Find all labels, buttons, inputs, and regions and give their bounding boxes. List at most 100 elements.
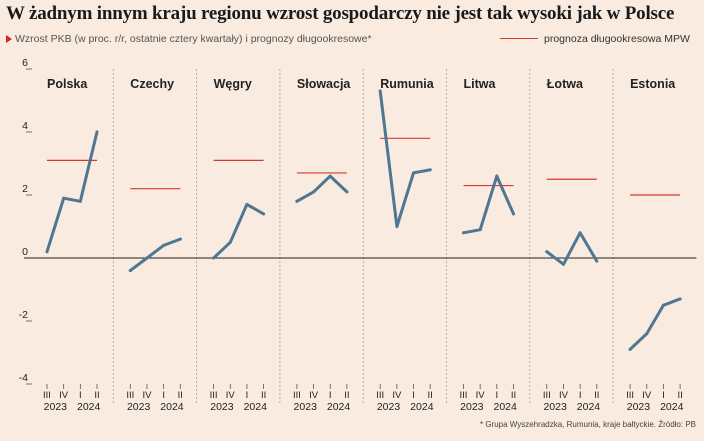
- quarter-label: I: [496, 390, 499, 401]
- panel-title: Czechy: [130, 77, 174, 91]
- quarter-label: III: [210, 390, 218, 401]
- quarter-label: III: [460, 390, 468, 401]
- data-point: [462, 231, 465, 235]
- quarter-label: III: [126, 390, 134, 401]
- series-line: [545, 231, 599, 266]
- year-label: 2023: [294, 401, 318, 413]
- series-line: [628, 297, 682, 351]
- series-line: [128, 237, 182, 273]
- data-point: [395, 225, 399, 228]
- quarter-label: IV: [476, 390, 486, 401]
- year-label: 2023: [44, 401, 68, 413]
- year-label: 2024: [577, 401, 601, 413]
- quarter-label: II: [511, 390, 516, 401]
- quarter-label: III: [376, 390, 384, 401]
- data-point: [578, 231, 582, 235]
- panel-title: Węgry: [214, 77, 252, 91]
- panel-title: Słowacja: [297, 77, 352, 91]
- y-tick-label: 6: [22, 57, 28, 69]
- panel-title: Litwa: [464, 77, 497, 91]
- quarter-label: I: [662, 390, 665, 401]
- data-point: [495, 174, 499, 178]
- year-label: 2024: [77, 401, 101, 413]
- quarter-label: IV: [142, 390, 152, 401]
- data-point: [245, 202, 249, 206]
- triangle-icon: [6, 35, 12, 43]
- data-point: [428, 168, 432, 172]
- y-tick-label: 2: [22, 183, 28, 195]
- quarter-label: IV: [309, 390, 319, 401]
- data-point: [628, 347, 632, 351]
- footnote: * Grupa Wyszehradzka, Rumunia, kraje bał…: [479, 420, 696, 429]
- quarter-label: I: [162, 390, 165, 401]
- quarter-label: II: [94, 390, 99, 401]
- year-label: 2023: [627, 401, 651, 413]
- year-label: 2023: [543, 401, 567, 413]
- quarter-label: III: [293, 390, 301, 401]
- data-point: [162, 243, 166, 247]
- data-point: [262, 212, 266, 216]
- quarter-label: I: [246, 390, 249, 401]
- series-line: [462, 174, 515, 235]
- data-point: [561, 262, 565, 266]
- data-point: [545, 250, 549, 254]
- data-point: [678, 297, 682, 301]
- data-point: [212, 256, 216, 260]
- data-point: [295, 199, 299, 203]
- quarter-label: III: [43, 390, 51, 401]
- quarter-label: I: [329, 390, 332, 401]
- quarter-label: II: [594, 390, 599, 401]
- data-point: [62, 196, 66, 200]
- y-tick-label: 0: [22, 246, 28, 258]
- quarter-label: IV: [226, 390, 236, 401]
- year-label: 2023: [460, 401, 484, 413]
- quarter-label: IV: [559, 390, 569, 401]
- data-point: [95, 130, 99, 134]
- series-line: [212, 202, 266, 260]
- panel-title: Łotwa: [547, 77, 584, 91]
- year-label: 2024: [160, 401, 184, 413]
- year-label: 2023: [127, 401, 151, 413]
- data-point: [478, 228, 482, 232]
- data-point: [328, 174, 332, 178]
- data-point: [661, 303, 665, 307]
- panel-title: Rumunia: [380, 77, 435, 91]
- quarter-label: II: [261, 390, 266, 401]
- chart-title: W żadnym innym kraju regionu wzrost gosp…: [6, 3, 675, 24]
- legend: prognoza długookresowa MPW: [500, 33, 690, 45]
- quarter-label: II: [677, 390, 682, 401]
- quarter-label: III: [543, 390, 551, 401]
- data-point: [145, 256, 149, 260]
- data-point: [512, 212, 515, 216]
- quarter-label: IV: [392, 390, 402, 401]
- panel-title: Polska: [47, 77, 88, 91]
- legend-swatch-forecast: [500, 37, 538, 39]
- y-tick-label: -2: [19, 309, 28, 321]
- panel-title: Estonia: [630, 77, 676, 91]
- series-line: [45, 130, 99, 254]
- data-point: [378, 89, 382, 93]
- data-point: [345, 190, 349, 194]
- subtitle-text: Wzrost PKB (w proc. r/r, ostatnie cztery…: [15, 33, 372, 45]
- data-point: [645, 332, 649, 336]
- y-tick-label: 4: [22, 120, 28, 132]
- year-label: 2023: [210, 401, 234, 413]
- quarter-label: IV: [642, 390, 652, 401]
- quarter-label: I: [79, 390, 82, 401]
- quarter-label: II: [344, 390, 349, 401]
- year-label: 2024: [410, 401, 434, 413]
- series-line: [378, 89, 432, 228]
- quarter-label: III: [626, 390, 634, 401]
- quarter-label: I: [579, 390, 582, 401]
- series-line: [295, 174, 349, 203]
- quarter-label: IV: [59, 390, 69, 401]
- y-tick-label: -4: [19, 372, 28, 384]
- year-label: 2024: [244, 401, 268, 413]
- legend-label: prognoza długookresowa MPW: [544, 33, 690, 45]
- data-point: [178, 237, 182, 241]
- data-point: [312, 190, 316, 194]
- data-point: [78, 199, 82, 203]
- data-point: [228, 240, 232, 244]
- year-label: 2024: [493, 401, 517, 413]
